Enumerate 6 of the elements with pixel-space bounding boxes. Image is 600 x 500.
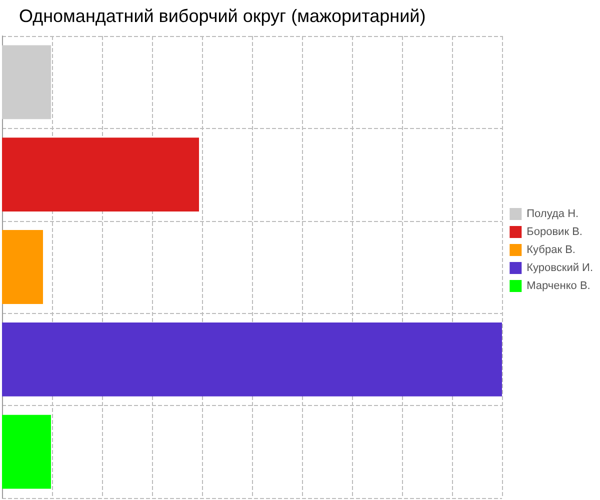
chart-title: Одномандатний виборчий округ (мажоритарний)	[19, 6, 426, 26]
legend-label: Кубрак В.	[526, 244, 576, 256]
legend-label: Полуда Н.	[526, 208, 579, 220]
legend-label: Боровик В.	[526, 226, 582, 238]
legend-label: Куровский И.	[526, 262, 594, 274]
legend-label: Марченко В.	[526, 280, 590, 292]
